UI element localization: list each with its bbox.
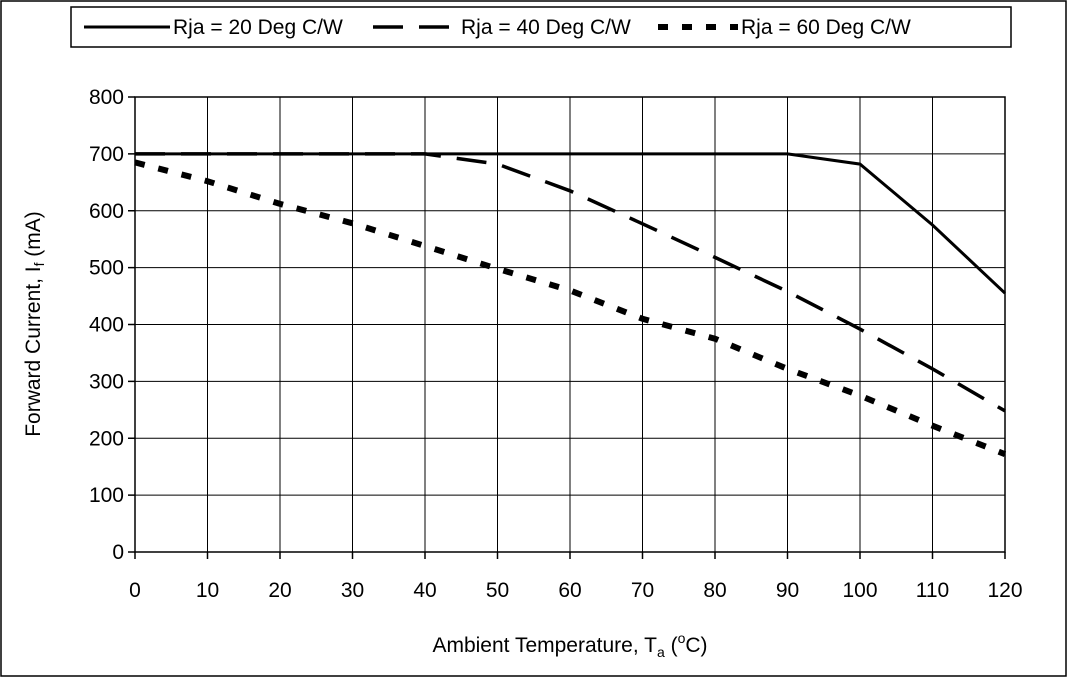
x-tick-label: 10 <box>196 579 219 602</box>
series-line-2 <box>135 152 1006 413</box>
legend-label-1: Rja = 20 Deg C/W <box>173 16 343 39</box>
series-line-3 <box>134 159 1007 457</box>
x-tick-label: 90 <box>776 579 799 602</box>
grid <box>135 97 1005 552</box>
x-ticks: 0 10 20 30 40 50 60 70 80 90 100 110 120 <box>129 552 1023 602</box>
x-tick-label: 100 <box>842 579 877 602</box>
x-tick-label: 60 <box>558 579 581 602</box>
x-tick-label: 80 <box>703 579 726 602</box>
x-axis-label: Ambient Temperature, Ta (oC) <box>432 630 707 660</box>
x-tick-label: 0 <box>129 579 141 602</box>
y-tick-label: 800 <box>89 86 124 109</box>
series-group <box>134 152 1007 457</box>
x-tick-label: 120 <box>987 579 1022 602</box>
legend-box <box>70 6 1012 48</box>
x-tick-label: 20 <box>268 579 291 602</box>
x-tick-label: 40 <box>413 579 436 602</box>
y-tick-label: 200 <box>89 427 124 450</box>
y-tick-label: 0 <box>112 541 124 564</box>
y-axis-label: Forward Current, If (mA) <box>22 211 47 437</box>
legend: Rja = 20 Deg C/W Rja = 40 Deg C/W Rja = 60… <box>84 16 911 39</box>
y-tick-label: 500 <box>89 257 124 280</box>
y-ticks: 0 100 200 300 400 500 600 700 800 <box>89 86 135 564</box>
y-tick-label: 300 <box>89 370 124 393</box>
legend-label-2: Rja = 40 Deg C/W <box>461 16 631 39</box>
x-tick-label: 70 <box>631 579 654 602</box>
y-tick-label: 400 <box>89 314 124 337</box>
x-tick-label: 50 <box>486 579 509 602</box>
y-tick-label: 700 <box>89 143 124 166</box>
x-tick-label: 30 <box>341 579 364 602</box>
x-tick-label: 110 <box>916 579 949 602</box>
legend-label-3: Rja = 60 Deg C/W <box>741 16 911 39</box>
y-tick-label: 100 <box>89 484 124 507</box>
y-tick-label: 600 <box>89 200 124 223</box>
